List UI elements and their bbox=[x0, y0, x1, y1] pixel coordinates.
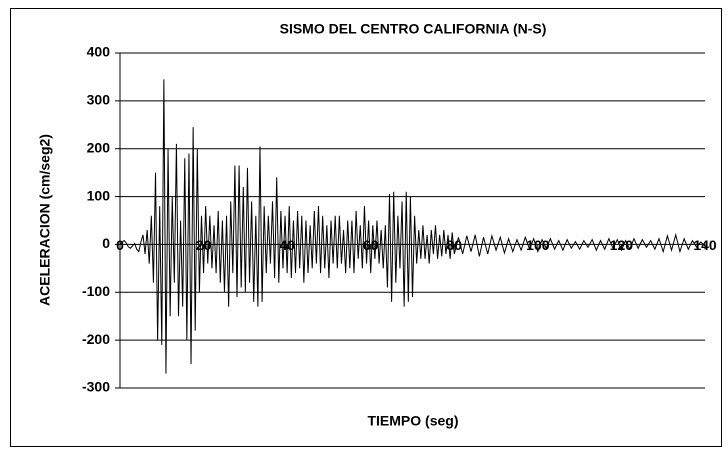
y-tick-label: 0 bbox=[102, 235, 110, 251]
y-axis-label: ACELERACION (cm/seg2) bbox=[37, 134, 53, 306]
x-tick-label: 0 bbox=[116, 237, 124, 253]
x-tick-label: 120 bbox=[610, 237, 634, 253]
y-tick-label: -200 bbox=[82, 331, 110, 347]
x-tick-label: 100 bbox=[526, 237, 550, 253]
y-tick-label: 400 bbox=[87, 44, 111, 60]
chart-border bbox=[10, 8, 722, 447]
x-axis-label: TIEMPO (seg) bbox=[367, 413, 458, 429]
y-tick-label: -300 bbox=[82, 379, 110, 395]
chart-title: SISMO DEL CENTRO CALIFORNIA (N-S) bbox=[280, 21, 547, 37]
y-tick-label: 300 bbox=[87, 92, 111, 108]
y-tick-label: 100 bbox=[87, 187, 111, 203]
y-tick-label: 200 bbox=[87, 139, 111, 155]
y-tick-label: -100 bbox=[82, 283, 110, 299]
series-line bbox=[119, 79, 706, 374]
x-tick-label: 140 bbox=[693, 237, 717, 253]
